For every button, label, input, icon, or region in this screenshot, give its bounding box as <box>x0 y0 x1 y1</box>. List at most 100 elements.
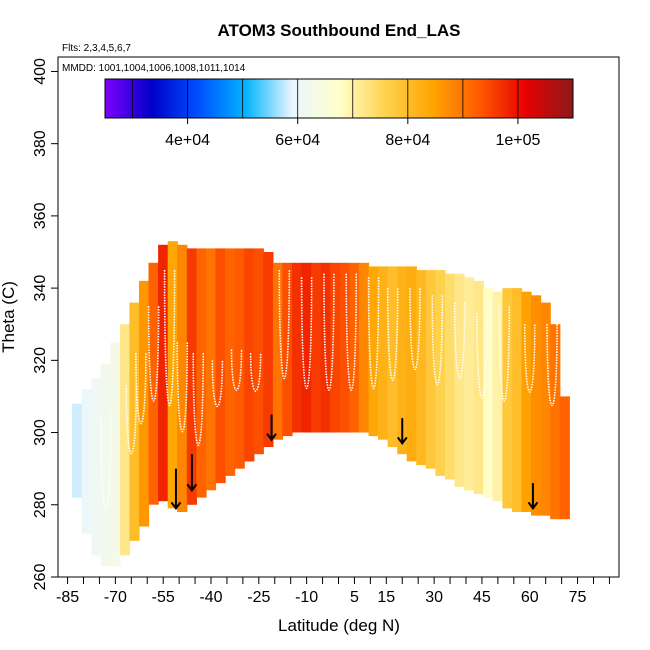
data-column <box>550 324 561 520</box>
y-tick-label: 400 <box>32 58 49 85</box>
data-column <box>416 270 427 466</box>
tropopause-trace <box>431 295 444 386</box>
y-tick-label: 260 <box>32 564 49 591</box>
data-column <box>320 262 331 433</box>
y-axis: 260 280 300 320 340 360 380 400 <box>32 58 58 590</box>
data-column <box>540 302 551 516</box>
data-column <box>272 262 284 440</box>
y-tick-label: 300 <box>32 419 49 446</box>
data-column <box>425 270 437 469</box>
data-column <box>81 389 92 534</box>
plot-area <box>72 241 570 567</box>
tropopause-trace <box>176 342 189 433</box>
data-column <box>559 396 570 520</box>
colorbar-gradient <box>105 79 573 118</box>
x-tick-label: 75 <box>569 589 587 606</box>
tropopause-trace <box>476 313 488 399</box>
data-column <box>177 244 188 513</box>
data-column <box>330 262 341 433</box>
tropopause-trace <box>409 288 421 371</box>
data-column <box>483 288 494 498</box>
tropopause-trace <box>147 306 160 402</box>
x-tick-label: -70 <box>104 589 127 606</box>
colorbar: 4e+04 6e+04 8e+04 1e+05 <box>104 78 574 149</box>
x-axis: -85 -70 -55 -40 -25 -10 5 15 30 45 60 75 <box>56 577 610 606</box>
data-column <box>292 262 303 433</box>
data-column <box>358 262 370 433</box>
tropopause-trace <box>546 324 558 407</box>
data-column <box>387 266 398 447</box>
data-column <box>464 277 475 491</box>
tropopause-trace <box>230 349 243 391</box>
colorbar-tick-label: 8e+04 <box>385 132 430 149</box>
data-column <box>368 266 379 437</box>
data-column <box>406 266 417 462</box>
data-column <box>158 244 169 502</box>
data-column <box>167 241 178 509</box>
y-tick-label: 280 <box>32 491 49 518</box>
data-column <box>253 248 264 455</box>
y-tick-label: 360 <box>32 202 49 229</box>
y-tick-label: 380 <box>32 130 49 157</box>
data-column <box>339 262 350 433</box>
tropopause-trace <box>367 277 380 390</box>
x-tick-label: -25 <box>247 589 270 606</box>
data-column <box>435 270 446 476</box>
data-column <box>186 248 197 505</box>
tropopause-trace <box>135 353 147 425</box>
x-tick-label: 60 <box>521 589 539 606</box>
data-column <box>263 252 274 447</box>
tropopause-trace <box>300 277 313 390</box>
data-column <box>502 288 513 509</box>
x-tick-label: -85 <box>56 589 79 606</box>
tropopause-trace <box>125 385 138 455</box>
colorbar-tick-label: 6e+04 <box>275 132 320 149</box>
marker-arrow <box>527 483 539 511</box>
tropopause-trace <box>386 288 399 381</box>
marker-arrow <box>186 454 198 493</box>
data-column <box>129 302 140 541</box>
data-column <box>521 291 532 512</box>
flights-label: Flts: 2,3,4,5,6,7 <box>62 43 131 54</box>
data-column <box>91 378 102 556</box>
y-tick-label: 340 <box>32 275 49 302</box>
x-tick-label: 15 <box>377 589 395 606</box>
tropopause-trace <box>453 302 466 379</box>
data-column <box>100 363 111 567</box>
colorbar-tick-label: 1e+05 <box>495 132 540 149</box>
colorbar-tick-label: 4e+04 <box>165 132 210 149</box>
marker-arrow <box>396 418 408 446</box>
colorbar-frame <box>104 78 574 119</box>
data-column <box>492 291 503 502</box>
data-column <box>110 342 121 567</box>
tropopause-trace <box>211 360 224 408</box>
y-axis-label: Theta (C) <box>0 281 18 353</box>
data-column <box>445 273 456 480</box>
data-column <box>72 403 83 498</box>
x-axis-label: Latitude (deg N) <box>278 616 400 635</box>
y-tick-label: 320 <box>32 347 49 374</box>
x-tick-label: 45 <box>473 589 491 606</box>
marker-arrow <box>170 468 182 511</box>
data-column <box>301 262 312 433</box>
tropopause-trace <box>278 270 291 380</box>
tropopause-trace <box>345 273 358 391</box>
chart-title: ATOM3 Southbound End_LAS <box>217 21 460 40</box>
tropopause-trace <box>323 273 335 391</box>
data-column <box>215 248 226 484</box>
dates-label: MMDD: 1001,1004,1006,1008,1011,1014 <box>62 63 246 74</box>
data-column <box>244 248 255 462</box>
x-tick-label: -55 <box>152 589 175 606</box>
tropopause-trace <box>100 414 112 510</box>
data-column <box>531 295 542 516</box>
data-column <box>234 248 245 469</box>
x-tick-label: -10 <box>295 589 318 606</box>
data-column <box>378 266 389 440</box>
data-column <box>397 266 408 455</box>
data-column <box>148 262 159 505</box>
tropopause-trace <box>523 324 536 393</box>
tropopause-trace <box>498 306 511 402</box>
data-column <box>225 248 236 476</box>
tropopause-trace <box>249 353 262 392</box>
x-tick-label: 30 <box>425 589 443 606</box>
